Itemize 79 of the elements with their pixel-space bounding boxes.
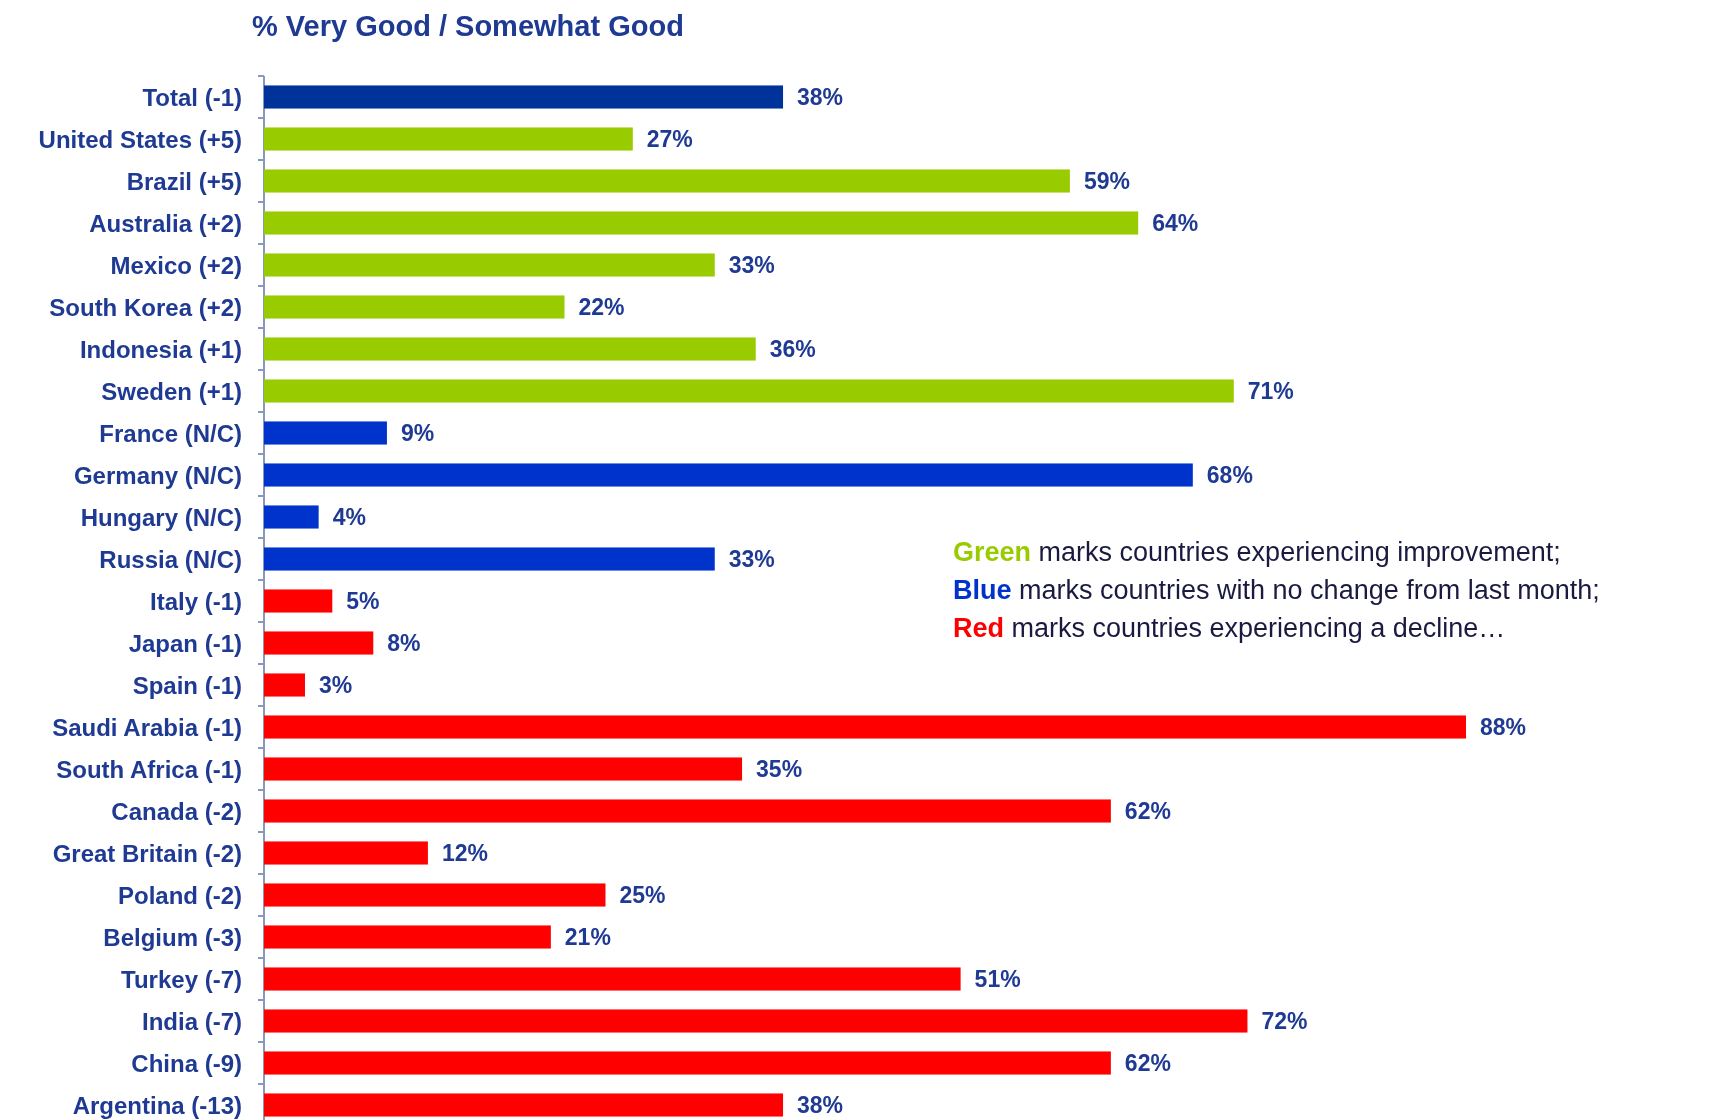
bar (264, 505, 319, 529)
bar (264, 421, 387, 445)
data-label: 62% (1124, 798, 1171, 825)
y-tick-label: United States (+5) (38, 125, 242, 153)
data-label: 72% (1261, 1008, 1308, 1035)
y-tick-label: Saudi Arabia (-1) (52, 713, 242, 741)
data-label: 71% (1247, 378, 1294, 405)
annotation: Red marks countries experiencing a decline… (953, 613, 1506, 643)
data-label: 62% (1124, 1050, 1171, 1077)
data-label: 33% (728, 252, 775, 279)
bar (264, 379, 1234, 403)
data-label: 3% (318, 672, 353, 699)
data-label: 68% (1206, 462, 1253, 489)
annotation: Green marks countries experiencing improvement; (953, 537, 1561, 567)
y-tick-label: South Korea (+2) (49, 293, 242, 321)
data-label: 33% (728, 546, 775, 573)
data-label: 21% (564, 924, 611, 951)
y-tick-label: Germany (N/C) (73, 461, 242, 489)
bar (264, 967, 961, 991)
y-tick-label: Mexico (+2) (110, 251, 242, 279)
y-tick-label: Great Britain (-2) (52, 839, 242, 867)
bar (264, 757, 743, 781)
bar (264, 85, 784, 109)
chart-title: % Very Good / Somewhat Good (252, 10, 684, 42)
bar (264, 127, 633, 151)
bar (264, 169, 1070, 193)
data-label: 64% (1152, 210, 1199, 237)
y-tick-label: Indonesia (+1) (79, 335, 242, 363)
data-label: 38% (797, 84, 844, 111)
data-label: 59% (1083, 168, 1130, 195)
y-tick-label: Brazil (+5) (126, 167, 242, 195)
bar (264, 295, 565, 319)
y-tick-label: Russia (N/C) (99, 545, 242, 573)
data-label: 5% (346, 588, 380, 615)
data-label: 9% (400, 420, 435, 447)
y-tick-label: Argentina (-13) (72, 1091, 242, 1119)
y-tick-label: Poland (-2) (118, 881, 242, 909)
bar (264, 337, 756, 361)
y-tick-label: South Africa (-1) (56, 755, 242, 783)
data-label: 51% (974, 966, 1021, 993)
data-label: 4% (332, 504, 366, 531)
bar (264, 673, 305, 697)
data-label: 88% (1480, 714, 1527, 741)
bar (264, 841, 428, 865)
data-label: 27% (646, 126, 693, 153)
bar (264, 1009, 1248, 1033)
bar (264, 1093, 784, 1117)
bar (264, 463, 1193, 487)
y-tick-label: Belgium (-3) (103, 923, 242, 951)
bar (264, 631, 374, 655)
y-tick-label: Sweden (+1) (101, 377, 242, 405)
data-label: 22% (578, 294, 625, 321)
y-tick-label: Hungary (N/C) (80, 503, 242, 531)
bar (264, 253, 715, 277)
y-tick-label: Canada (-2) (111, 797, 242, 825)
bar (264, 211, 1139, 235)
y-tick-label: Japan (-1) (128, 629, 242, 657)
bar (264, 1051, 1111, 1075)
bar (264, 547, 715, 571)
data-label: 25% (619, 882, 666, 909)
y-tick-label: Italy (-1) (149, 587, 242, 615)
data-label: 35% (756, 756, 803, 783)
y-tick-label: Australia (+2) (89, 209, 242, 237)
bar (264, 799, 1111, 823)
y-tick-label: Turkey (-7) (121, 965, 242, 993)
data-label: 38% (797, 1092, 844, 1119)
y-tick-label: China (-9) (131, 1049, 242, 1077)
data-label: 36% (769, 336, 816, 363)
data-label: 12% (441, 840, 488, 867)
annotation: Blue marks countries with no change from last month; (953, 575, 1600, 605)
y-tick-label: India (-7) (142, 1007, 242, 1035)
bar (264, 589, 333, 613)
data-label: 8% (387, 630, 421, 657)
bar (264, 715, 1466, 739)
bar (264, 925, 551, 949)
y-tick-label: Spain (-1) (132, 671, 242, 699)
bar (264, 883, 606, 907)
y-tick-label: France (N/C) (99, 419, 242, 447)
y-tick-label: Total (-1) (142, 83, 242, 111)
